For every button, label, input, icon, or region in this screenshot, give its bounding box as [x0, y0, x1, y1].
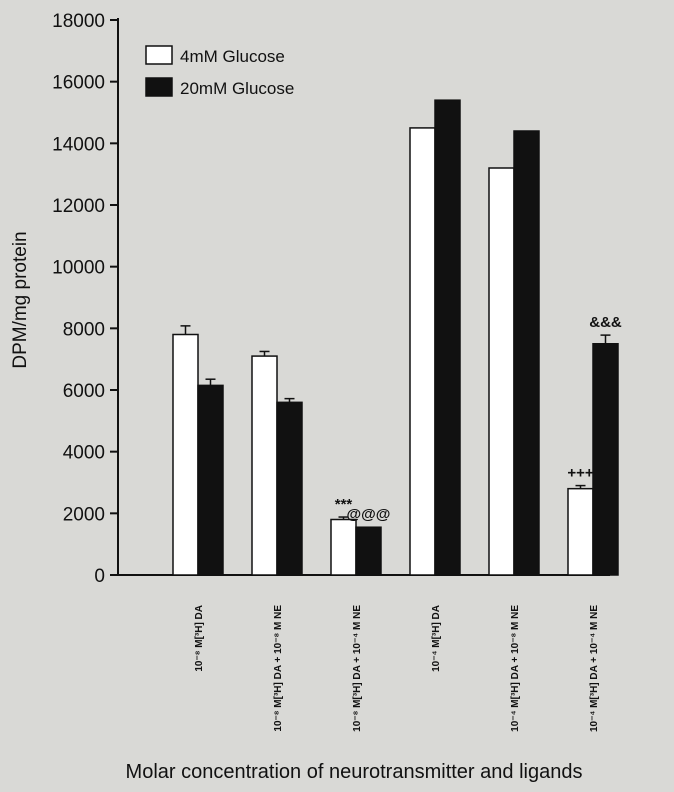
bar-20mm-1	[276, 401, 303, 576]
bars	[172, 99, 619, 576]
y-tick-label: 16000	[52, 73, 105, 94]
bar-20mm-3	[434, 99, 461, 576]
y-tick-label: 8000	[63, 319, 105, 340]
bar-4mm-2	[330, 518, 357, 576]
bar-4mm-4	[488, 167, 515, 576]
y-tick-label: 2000	[63, 504, 105, 525]
y-tick-label: 10000	[52, 258, 105, 279]
y-axis-label: DPM/mg protein	[10, 231, 31, 368]
x-axis-label: Molar concentration of neurotransmitter …	[126, 761, 583, 783]
category-labels: 10⁻⁸ M[³H] DA 10⁻⁸ M[³H] DA + 10⁻⁸ M NE 10…	[194, 605, 600, 732]
annotations: ***@@@ +++ &&&	[335, 314, 622, 523]
y-tick-label: 18000	[52, 11, 105, 32]
category-label-4: 10⁻⁴ M[³H] DA + 10⁻⁸ M NE	[510, 605, 521, 732]
significance-marker: ***	[335, 496, 353, 513]
legend-swatch-1	[145, 77, 173, 97]
bar-4mm-3	[409, 127, 436, 576]
bar-4mm-0	[172, 333, 199, 576]
category-label-3: 10⁻⁴ M[³H] DA	[431, 605, 442, 672]
legend-label-1: 20mM Glucose	[180, 79, 294, 98]
y-tick-label: 12000	[52, 196, 105, 217]
bar-4mm-1	[251, 355, 278, 576]
category-label-2: 10⁻⁸ M[³H] DA + 10⁻⁴ M NE	[352, 605, 363, 732]
y-tick-label: 0	[94, 566, 105, 587]
legend: 4mM Glucose 20mM Glucose	[145, 45, 294, 98]
significance-marker: @@@	[347, 506, 391, 523]
category-label-1: 10⁻⁸ M[³H] DA + 10⁻⁸ M NE	[273, 605, 284, 732]
y-tick-label: 4000	[63, 443, 105, 464]
legend-swatch-0	[145, 45, 173, 65]
category-label-5: 10⁻⁴ M[³H] DA + 10⁻⁴ M NE	[589, 605, 600, 732]
y-tick-label: 14000	[52, 134, 105, 155]
significance-marker: &&&	[589, 314, 622, 331]
bar-4mm-5	[567, 487, 594, 576]
bar-20mm-2	[355, 526, 382, 576]
y-tick-label: 6000	[63, 381, 105, 402]
legend-label-0: 4mM Glucose	[180, 47, 285, 66]
category-label-0: 10⁻⁸ M[³H] DA	[194, 605, 205, 672]
bar-20mm-5	[592, 343, 619, 576]
bar-20mm-0	[197, 384, 224, 576]
axes: 0 2000 4000 6000 8000 10000 12000 14000 16000 180…	[52, 11, 610, 587]
significance-marker: +++	[567, 465, 594, 482]
bar-20mm-4	[513, 130, 540, 576]
